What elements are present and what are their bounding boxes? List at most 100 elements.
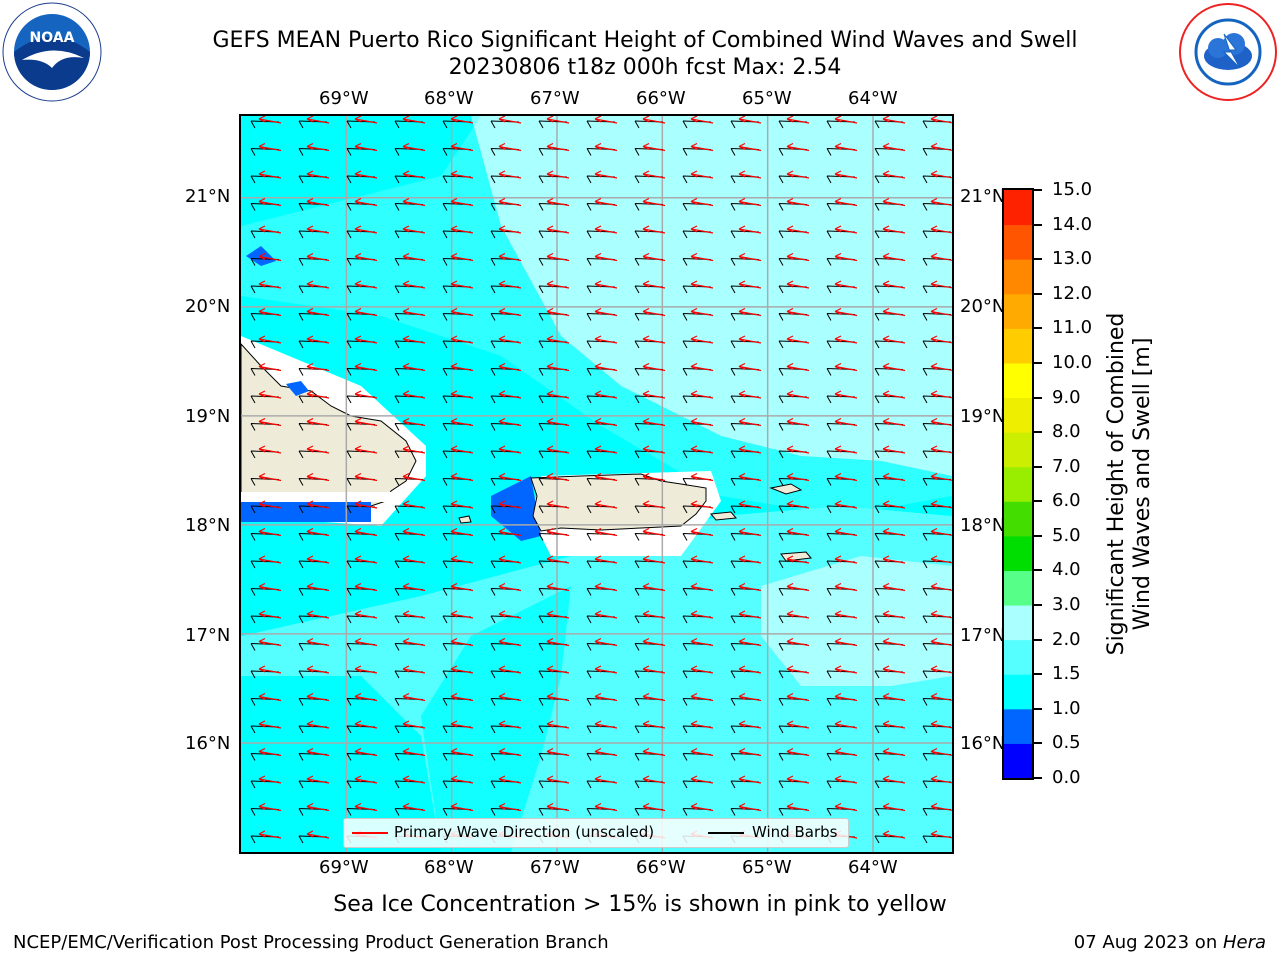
colorbar-tick-mark: [1034, 292, 1042, 295]
colorbar-segment: [1004, 328, 1032, 364]
lat-label-left-21n: 21°N: [185, 186, 231, 207]
wave-direction-arrow: [546, 665, 570, 674]
wave-direction-arrow: [882, 390, 906, 399]
wave-direction-arrow: [498, 555, 522, 564]
wave-direction-arrow: [930, 390, 952, 399]
wave-direction-arrow: [690, 747, 714, 757]
wave-direction-arrow: [834, 417, 858, 427]
wave-direction-arrow: [786, 692, 810, 702]
wave-direction-arrow: [882, 720, 906, 729]
wave-direction-arrow: [498, 747, 522, 757]
wave-direction-arrow: [354, 582, 378, 592]
wave-direction-arrow: [882, 142, 906, 152]
colorbar-tick-label: 0.0: [1052, 767, 1081, 788]
wave-direction-arrow: [402, 610, 426, 619]
wave-direction-arrow: [930, 417, 952, 426]
wave-direction-arrow: [834, 582, 858, 592]
wave-direction-arrow: [738, 637, 762, 647]
colorbar-tick-label: 11.0: [1052, 317, 1093, 339]
colorbar-tick-mark: [1034, 396, 1042, 399]
wave-direction-arrow: [834, 610, 858, 619]
wave-direction-arrow: [546, 142, 570, 152]
lon-label-bottom-67w: 67°W: [530, 857, 580, 878]
colorbar-segment: [1004, 466, 1032, 502]
colorbar-label: Significant Height of Combined Wind Wave…: [1104, 313, 1156, 656]
wave-direction-arrow: [594, 280, 618, 289]
wave-direction-arrow: [786, 170, 810, 179]
wave-direction-arrow: [642, 775, 666, 784]
wave-direction-arrow: [594, 472, 618, 482]
lat-label-right-18n: 18°N: [960, 515, 1006, 536]
wave-direction-arrow: [450, 527, 474, 537]
wave-direction-arrow: [594, 582, 618, 592]
wave-direction-arrow: [834, 472, 858, 482]
lat-label-left-16n: 16°N: [185, 733, 231, 754]
wave-direction-arrow: [930, 747, 952, 756]
wave-direction-arrow: [258, 225, 282, 234]
wave-direction-arrow: [306, 417, 330, 427]
wave-direction-arrow: [930, 582, 952, 591]
colorbar-segment: [1004, 605, 1032, 641]
wave-direction-arrow: [450, 307, 474, 317]
wave-direction-arrow: [930, 610, 952, 619]
wave-height-map: [239, 114, 954, 854]
wave-direction-arrow: [354, 116, 378, 124]
wave-direction-arrow: [930, 472, 952, 481]
wave-direction-arrow: [306, 610, 330, 619]
wave-direction-arrow: [546, 472, 570, 482]
wave-direction-arrow: [594, 390, 618, 399]
wave-direction-arrow: [642, 142, 666, 152]
wave-direction-arrow: [402, 252, 426, 262]
wave-direction-arrow: [882, 637, 906, 647]
colorbar-tick-mark: [1034, 327, 1042, 330]
wave-direction-arrow: [354, 170, 378, 179]
wave-direction-arrow: [642, 116, 666, 124]
wave-direction-arrow: [834, 170, 858, 179]
wave-direction-arrow: [690, 280, 714, 289]
lat-label-right-20n: 20°N: [960, 296, 1006, 317]
wave-direction-arrow: [498, 280, 522, 289]
wave-direction-arrow: [786, 197, 810, 207]
wave-direction-arrow: [546, 720, 570, 729]
wave-direction-arrow: [786, 582, 810, 592]
wave-direction-arrow: [834, 307, 858, 317]
wave-direction-arrow: [834, 555, 858, 564]
wave-direction-arrow: [306, 582, 330, 592]
wave-direction-arrow: [786, 720, 810, 729]
wave-direction-arrow: [354, 692, 378, 702]
wave-direction-arrow: [498, 116, 522, 124]
wave-direction-arrow: [930, 197, 952, 206]
wave-direction-arrow: [930, 555, 952, 564]
lon-label-top-67w: 67°W: [530, 88, 580, 109]
wave-direction-arrow: [354, 252, 378, 262]
wave-direction-arrow: [738, 307, 762, 317]
wave-direction-arrow: [450, 555, 474, 564]
wave-direction-arrow: [594, 170, 618, 179]
wave-direction-arrow: [642, 170, 666, 179]
wave-direction-arrow: [834, 252, 858, 262]
wave-direction-arrow: [786, 390, 810, 399]
colorbar-tick-mark: [1034, 465, 1042, 468]
wave-direction-arrow: [306, 445, 330, 454]
wave-direction-arrow: [642, 280, 666, 289]
wave-direction-arrow: [306, 692, 330, 702]
wave-direction-arrow: [402, 445, 426, 454]
wave-direction-arrow: [786, 802, 810, 812]
lon-label-top-69w: 69°W: [319, 88, 369, 109]
wave-direction-arrow: [402, 225, 426, 234]
wave-direction-arrow: [642, 610, 666, 619]
wave-direction-arrow: [450, 252, 474, 262]
wave-direction-arrow: [402, 500, 426, 509]
colorbar-segment: [1004, 293, 1032, 329]
wave-direction-arrow: [258, 197, 282, 207]
wave-direction-arrow: [498, 802, 522, 812]
wave-direction-arrow: [546, 225, 570, 234]
wave-direction-arrow: [834, 637, 858, 647]
wave-direction-arrow: [306, 307, 330, 317]
colorbar-segment: [1004, 501, 1032, 537]
colorbar-tick-mark: [1034, 534, 1042, 537]
wave-direction-arrow: [258, 555, 282, 564]
wave-direction-arrow: [258, 610, 282, 619]
wave-direction-arrow: [786, 775, 810, 784]
wave-direction-arrow: [642, 665, 666, 674]
